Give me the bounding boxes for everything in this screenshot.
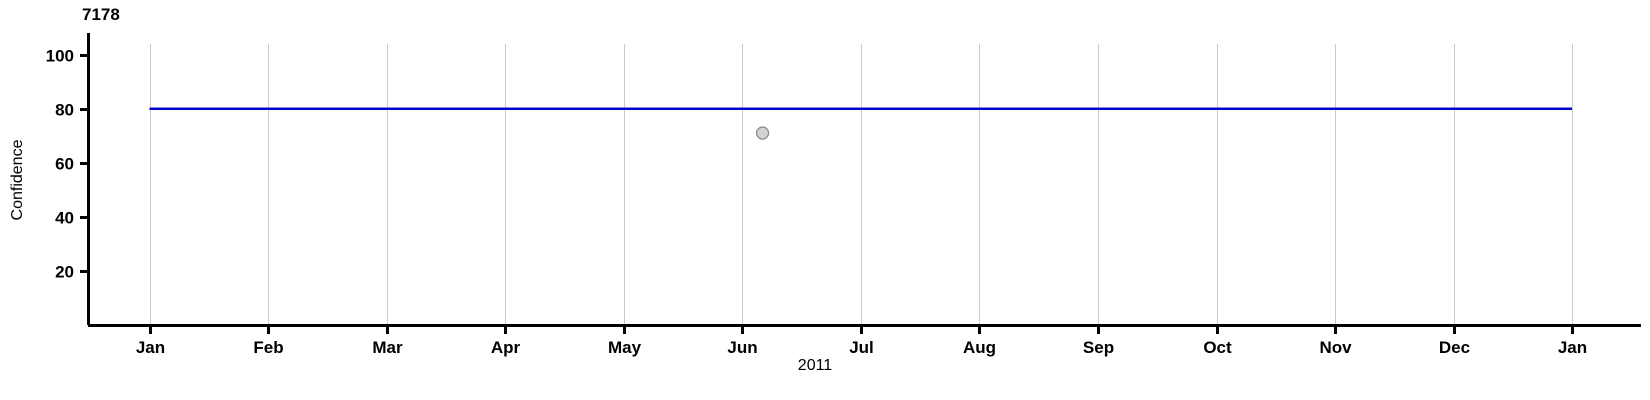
y-axis-title: Confidence xyxy=(9,139,26,220)
data-point-observation-0[interactable] xyxy=(755,126,770,140)
x-axis: Jan Feb Mar Apr May Jun Jul Aug Sep Oct Nov Dec Jan xyxy=(88,324,1641,357)
x-tick-label-9: Oct xyxy=(1203,338,1232,357)
x-tick-label-2: Mar xyxy=(372,338,403,357)
x-tick-label-7: Aug xyxy=(963,338,996,357)
x-tick-label-5: Jun xyxy=(727,338,757,357)
x-tick-label-4: May xyxy=(608,338,642,357)
series-layer xyxy=(149,107,1573,140)
y-tick-label-60: 60 xyxy=(55,155,74,174)
x-tick-label-0: Jan xyxy=(136,338,165,357)
y-axis-ticks: 20 40 60 80 100 xyxy=(46,47,88,282)
x-tick-label-12: Jan xyxy=(1558,338,1587,357)
y-tick-label-80: 80 xyxy=(55,101,74,120)
chart-title: 7178 xyxy=(82,5,120,24)
x-axis-title: 2011 xyxy=(798,357,833,374)
y-tick-label-20: 20 xyxy=(55,263,74,282)
gridlines-vertical xyxy=(149,44,1574,325)
x-tick-label-8: Sep xyxy=(1083,338,1114,357)
y-axis: 20 40 60 80 100 xyxy=(46,33,90,325)
x-tick-label-1: Feb xyxy=(253,338,283,357)
y-tick-label-40: 40 xyxy=(55,209,74,228)
x-axis-ticks: Jan Feb Mar Apr May Jun Jul Aug Sep Oct Nov Dec Jan xyxy=(136,325,1587,357)
x-tick-label-11: Dec xyxy=(1439,338,1470,357)
x-tick-label-10: Nov xyxy=(1319,338,1352,357)
x-tick-label-6: Jul xyxy=(849,338,874,357)
x-tick-label-3: Apr xyxy=(491,338,521,357)
y-tick-label-100: 100 xyxy=(46,47,74,66)
